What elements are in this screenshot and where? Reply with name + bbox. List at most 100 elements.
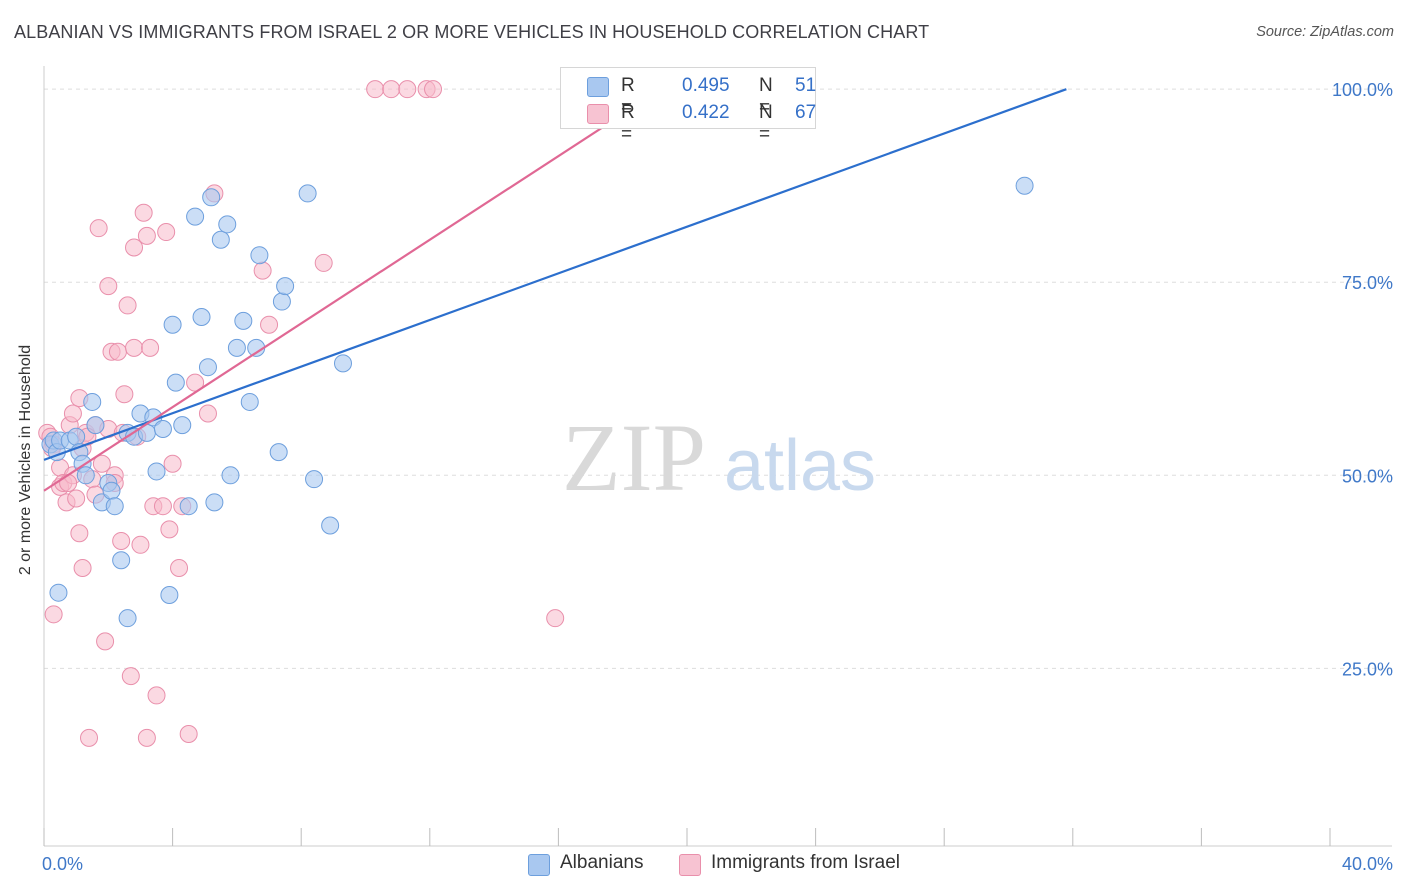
series-legend: Albanians Immigrants from Israel [0,852,1406,878]
israel-point [96,632,115,651]
albanians-point [86,416,105,435]
correlation-legend: R = 0.495 N = 51 R = 0.422 N = 67 [560,67,817,145]
albanians-point [173,416,192,435]
y-tick-label: 100.0% [1332,80,1393,100]
albanians-point [160,586,179,605]
albanians-point [218,215,237,234]
albanians-point [305,470,324,489]
israel-point [125,238,144,257]
israel-point [112,531,131,550]
y-tick-label: 50.0% [1342,466,1393,486]
albanians-point [221,466,240,485]
israel-point [118,296,137,315]
israel-point [153,497,172,516]
albanians-point [179,497,198,516]
israel-point [63,404,82,423]
n-value: 67 [795,102,817,123]
trend-lines [43,88,1067,492]
israel-point [70,524,89,543]
israel-point [157,223,176,242]
israel-point [108,342,127,361]
albanians-point [276,277,295,296]
albanians-point [102,481,121,500]
israel-point [92,454,111,473]
gridlines [44,88,1392,669]
israel-point [137,728,156,747]
israel-point [134,203,153,222]
albanians-point [234,311,253,330]
albanians-point [272,292,291,311]
israel-point [170,558,189,577]
albanians-point [205,493,224,512]
axes [43,66,1392,847]
albanians-legend-label: Albanians [560,852,644,873]
israel-point [89,219,108,238]
watermark-zip: ZIP [562,404,706,511]
albanians-legend-swatch [528,854,550,876]
israel-point [67,489,86,508]
y-tick-label: 75.0% [1342,273,1393,293]
israel-trend-line [43,88,662,492]
albanians-point [1015,176,1034,195]
tick-labels: 25.0% 50.0% 75.0% 100.0% 0.0% 40.0% [42,80,1393,874]
series-albanians-points [41,176,1034,628]
r-value: 0.422 [682,102,730,123]
israel-point [147,686,166,705]
r-label: R = [621,102,635,145]
israel-point [80,728,99,747]
albanians-point [76,466,95,485]
albanians-point [333,354,352,373]
albanians-point [163,315,182,334]
israel-point [424,80,443,99]
albanians-point [269,443,288,462]
albanians-trend-line [43,88,1067,461]
y-tick-label: 25.0% [1342,659,1393,679]
albanians-point [321,516,340,535]
albanians-swatch [587,77,609,97]
watermark: ZIP atlas [562,404,876,511]
israel-point [260,315,279,334]
albanians-point [118,609,137,628]
israel-point [131,535,150,554]
r-value: 0.495 [682,75,730,96]
r-label: R = [621,75,635,118]
israel-point [366,80,385,99]
albanians-point [240,392,259,411]
watermark-atlas: atlas [724,426,876,506]
albanians-point [198,358,217,377]
n-value: 51 [795,75,817,96]
israel-point [314,253,333,272]
israel-point [198,404,217,423]
albanians-point [147,462,166,481]
israel-point [253,261,272,280]
albanians-point [166,373,185,392]
series-israel-points [38,80,565,747]
israel-legend-label: Immigrants from Israel [711,852,900,873]
israel-legend-swatch [679,854,701,876]
n-label: N = [759,102,773,145]
albanians-point [298,184,317,203]
albanians-point [112,551,131,570]
albanians-point [250,246,269,265]
israel-point [59,474,78,493]
source-label: Source: ZipAtlas.com [1256,24,1394,40]
israel-point [99,277,118,296]
albanians-point [211,230,230,249]
albanians-point [192,307,211,326]
israel-point [73,558,92,577]
albanians-point [153,419,172,438]
albanians-point [83,392,102,411]
israel-point [160,520,179,539]
israel-point [121,667,140,686]
israel-swatch [587,104,609,124]
albanians-point [105,497,124,516]
albanians-point [186,207,205,226]
israel-point [179,725,198,744]
israel-point [546,609,565,628]
israel-point [163,454,182,473]
israel-point [141,338,160,357]
israel-point [398,80,417,99]
israel-point [382,80,401,99]
albanians-point [67,427,86,446]
